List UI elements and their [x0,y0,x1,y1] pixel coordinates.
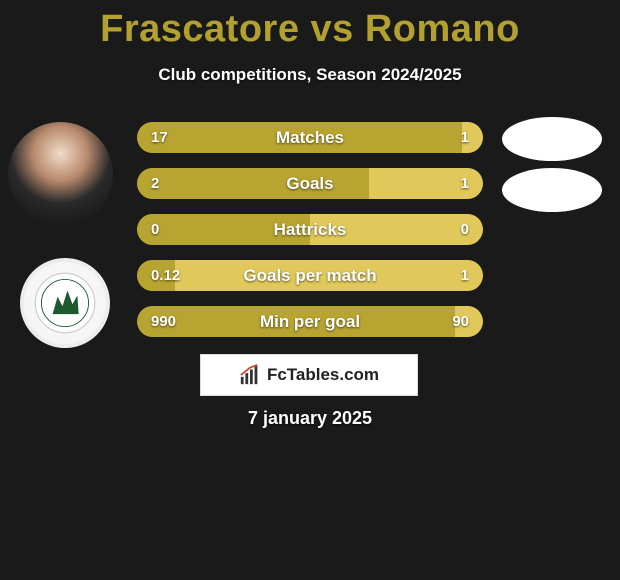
brand-text: FcTables.com [267,365,379,385]
team-crest [20,258,110,348]
player-right-avatar-1 [502,117,602,161]
stat-label: Goals per match [197,266,423,286]
stat-label: Hattricks [197,220,423,240]
stat-row: 2Goals1 [137,168,483,199]
stat-label: Matches [197,128,423,148]
brand-badge: FcTables.com [200,354,418,396]
player-left-avatar [8,122,113,227]
page-title: Frascatore vs Romano [0,0,620,51]
stat-row: 17Matches1 [137,122,483,153]
stat-row: 0Hattricks0 [137,214,483,245]
stats-rows: 17Matches12Goals10Hattricks00.12Goals pe… [137,122,483,352]
stat-value-left: 0 [137,221,197,238]
crest-icon [34,272,96,334]
stat-value-right: 1 [423,129,483,146]
stat-value-left: 2 [137,175,197,192]
stat-value-right: 1 [423,175,483,192]
stat-label: Goals [197,174,423,194]
stat-value-right: 90 [423,313,483,330]
stat-value-right: 0 [423,221,483,238]
stat-value-right: 1 [423,267,483,284]
stat-label: Min per goal [197,312,423,332]
page-subtitle: Club competitions, Season 2024/2025 [0,65,620,85]
chart-icon [239,364,261,386]
date-text: 7 january 2025 [0,408,620,429]
stat-row: 990Min per goal90 [137,306,483,337]
stat-value-left: 990 [137,313,197,330]
player-right-avatar-2 [502,168,602,212]
stat-value-left: 0.12 [137,267,197,284]
stat-row: 0.12Goals per match1 [137,260,483,291]
stat-value-left: 17 [137,129,197,146]
